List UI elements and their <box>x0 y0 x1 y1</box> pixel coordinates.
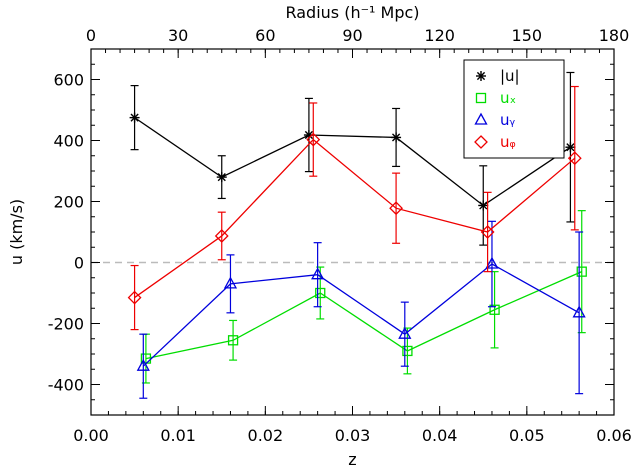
star-stroke <box>476 71 486 81</box>
series-3 <box>127 85 582 331</box>
data-point <box>565 142 576 153</box>
error-bar <box>226 254 235 314</box>
error-bar <box>309 102 318 177</box>
legend-item: uᵩ <box>474 133 516 151</box>
star-stroke <box>391 133 401 142</box>
y-tick-label: 0 <box>74 254 84 273</box>
x-tick-label: 0.02 <box>248 426 284 445</box>
data-point <box>576 266 587 277</box>
top-tick-label: 30 <box>168 26 188 45</box>
error-bar <box>392 172 401 244</box>
top-axis-title: Radius (h⁻¹ Mpc) <box>285 3 419 22</box>
error-bar <box>130 264 139 331</box>
data-point <box>306 132 321 147</box>
series-line <box>134 117 571 207</box>
x-tick-label: 0.04 <box>422 426 458 445</box>
error-bar <box>139 333 148 399</box>
y-tick-label: 200 <box>53 193 84 212</box>
data-point <box>136 358 150 371</box>
legend-item: |u| <box>476 67 520 85</box>
x-tick-label: 0.00 <box>73 426 109 445</box>
data-point <box>567 151 582 166</box>
legend-label: uᵩ <box>500 133 516 151</box>
star-stroke <box>566 143 575 152</box>
data-point <box>489 304 500 315</box>
y-tick-label: -200 <box>48 315 84 334</box>
legend: |u| uₓ uᵧ uᵩ <box>463 59 565 159</box>
legend-label: |u| <box>500 67 520 85</box>
series-1 <box>140 210 587 384</box>
top-tick-label: 60 <box>255 26 275 45</box>
data-point <box>480 225 495 239</box>
star-stroke <box>217 173 226 182</box>
top-tick-label: 90 <box>342 26 362 45</box>
data-point <box>216 172 227 183</box>
data-point <box>391 132 402 143</box>
series-0 <box>129 71 576 246</box>
y-tick-label: 600 <box>53 71 84 90</box>
error-bar <box>570 85 579 231</box>
legend-marker <box>475 92 487 104</box>
legend-marker <box>476 71 486 81</box>
star-stroke <box>304 130 314 140</box>
x-tick-label: 0.05 <box>509 426 545 445</box>
series-line <box>142 263 580 367</box>
x-tick-label: 0.03 <box>335 426 371 445</box>
data-point <box>227 335 239 346</box>
y-tick-label: 400 <box>53 132 84 151</box>
series-layer <box>127 71 587 399</box>
ticks: 0.00 0.01 0.02 0.03 0.04 0.05 0.06 0 30 60 90 120 15… <box>48 26 632 445</box>
y-axis-title: u (km/s) <box>7 199 26 265</box>
data-point <box>127 290 142 305</box>
top-tick-label: 120 <box>424 26 455 45</box>
legend-marker <box>474 135 488 149</box>
data-point <box>478 200 489 211</box>
data-point <box>572 305 586 318</box>
data-point <box>398 326 412 339</box>
series-line <box>134 138 576 299</box>
error-bar <box>229 319 238 361</box>
x-tick-label: 0.01 <box>160 426 196 445</box>
data-point <box>315 287 326 299</box>
y-tick-label: -400 <box>48 376 84 395</box>
error-bar <box>217 211 226 261</box>
top-tick-label: 0 <box>86 26 96 45</box>
error-bar <box>575 231 584 395</box>
series-line <box>145 271 583 360</box>
error-bar <box>487 220 496 308</box>
data-point <box>129 112 140 123</box>
legend-item: uₓ <box>475 89 516 107</box>
error-bar <box>313 242 322 308</box>
error-bar <box>400 301 409 367</box>
data-point <box>311 267 325 280</box>
error-bar <box>483 191 492 273</box>
data-point <box>214 229 229 243</box>
data-point <box>485 256 499 269</box>
series-2 <box>136 220 586 399</box>
legend-marker <box>474 112 488 125</box>
x-axis-title: z <box>348 450 356 468</box>
top-tick-label: 150 <box>512 26 543 45</box>
star-stroke <box>130 113 139 122</box>
legend-label: uᵧ <box>500 111 516 129</box>
data-point <box>402 345 413 357</box>
data-point <box>389 201 404 216</box>
legend-item: uᵧ <box>474 111 516 129</box>
legend-label: uₓ <box>500 89 516 107</box>
x-tick-label: 0.06 <box>596 426 632 445</box>
top-tick-label: 180 <box>599 26 630 45</box>
data-point <box>223 276 238 289</box>
star-stroke <box>479 201 488 210</box>
